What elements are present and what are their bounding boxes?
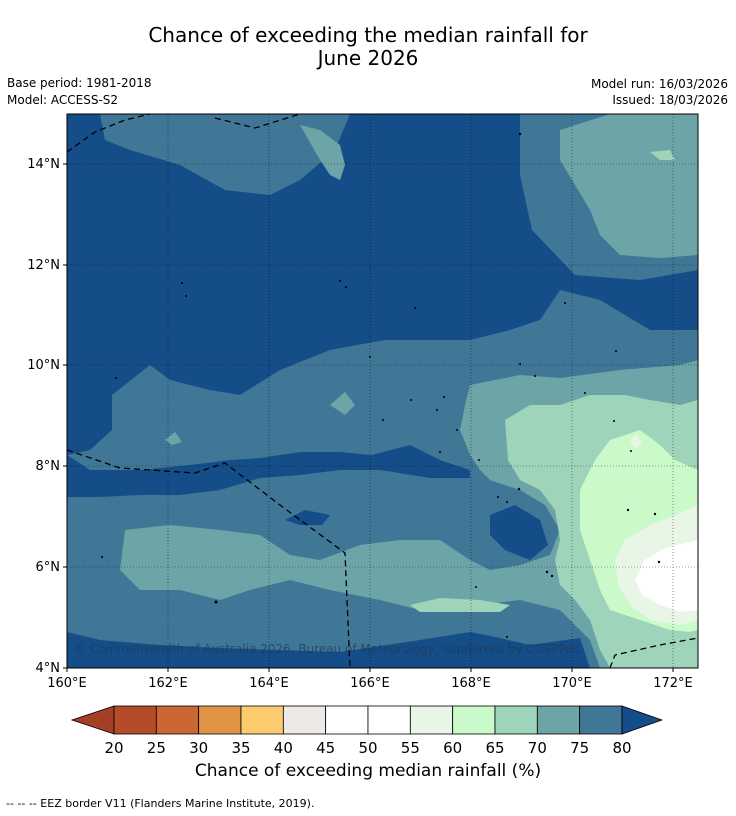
colorbar-swatch-70-75 — [536, 705, 581, 735]
y-tick-14n: 14°N — [27, 157, 60, 172]
x-tick-170e: 170°E — [552, 676, 592, 691]
issued-date: Issued: 18/03/2026 — [612, 93, 728, 107]
colorbar-swatch-40-45 — [282, 705, 327, 735]
colorbar-swatch-35-40 — [240, 705, 284, 735]
x-tick-160e: 160°E — [47, 676, 87, 691]
contour-70-75-west — [300, 125, 345, 180]
colorbar-swatch-30-35 — [198, 705, 242, 735]
colorbar-tick-80: 80 — [612, 739, 631, 757]
copyright-text: © Commonwealth of Australia 2026, Bureau… — [74, 642, 579, 656]
colorbar-tick-75: 75 — [570, 739, 589, 757]
y-tick-10n: 10°N — [27, 358, 60, 373]
colorbar-tick-40: 40 — [274, 739, 293, 757]
colorbar-swatch-60-65 — [452, 705, 496, 735]
axis-ticks — [63, 163, 674, 672]
contour-70-75-northeast — [560, 114, 698, 258]
map-title-line2: June 2026 — [317, 46, 419, 70]
colorbar-swatch-25-30 — [155, 705, 200, 735]
colorbar-extend-low — [70, 705, 115, 735]
x-tick-166e: 166°E — [350, 676, 390, 691]
contour-65-70-ne-dot — [650, 150, 675, 160]
contour-65-70-south-strip — [410, 598, 510, 612]
colorbar-tick-20: 20 — [104, 739, 123, 757]
map-title-line1: Chance of exceeding the median rainfall … — [148, 23, 588, 47]
contour-above-80-north — [67, 114, 698, 455]
contour-55-60-dot — [630, 434, 642, 449]
base-period: Base period: 1981-2018 — [7, 76, 152, 90]
graticule — [67, 114, 698, 668]
eez-borders — [67, 114, 698, 668]
x-tick-168e: 168°E — [451, 676, 491, 691]
colorbar-tick-35: 35 — [231, 739, 250, 757]
model-run: Model run: 16/03/2026 — [590, 77, 728, 91]
eez-footnote: -- -- -- EEZ border V11 (Flanders Marine… — [6, 797, 315, 810]
colorbar-swatch-55-60 — [409, 705, 454, 735]
colorbar-label: Chance of exceeding median rainfall (%) — [194, 761, 542, 781]
colorbar: 20 25 30 35 40 45 50 55 60 65 70 75 80 — [70, 705, 664, 757]
colorbar-swatch-20-25 — [113, 705, 157, 735]
contour-70-75-small — [330, 392, 355, 415]
colorbar-swatch-45-50 — [325, 705, 369, 735]
colorbar-swatch-50-55 — [367, 705, 411, 735]
contour-70-75-small-2 — [165, 432, 182, 445]
colorbar-swatch-75-80 — [579, 705, 623, 735]
colorbar-tick-30: 30 — [189, 739, 208, 757]
model-name: Model: ACCESS-S2 — [7, 93, 119, 107]
colorbar-tick-70: 70 — [528, 739, 547, 757]
colorbar-tick-25: 25 — [147, 739, 166, 757]
colorbar-tick-60: 60 — [443, 739, 462, 757]
colorbar-tick-55: 55 — [401, 739, 420, 757]
contour-above-80-south — [67, 632, 590, 668]
y-tick-6n: 6°N — [36, 560, 61, 575]
contour-75-80-top-patch — [100, 114, 350, 195]
contour-layer: © Commonwealth of Australia 2026, Bureau… — [67, 114, 698, 668]
y-tick-8n: 8°N — [36, 459, 61, 474]
x-tick-164e: 164°E — [249, 676, 289, 691]
colorbar-swatch-65-70 — [494, 705, 538, 735]
colorbar-tick-45: 45 — [316, 739, 335, 757]
islands — [101, 132, 661, 638]
map-frame — [66, 113, 699, 669]
y-tick-12n: 12°N — [27, 258, 60, 273]
x-tick-172e: 172°E — [653, 676, 693, 691]
colorbar-tick-65: 65 — [485, 739, 504, 757]
colorbar-extend-high — [621, 705, 664, 735]
contour-above-80-mid-blob — [285, 510, 330, 525]
colorbar-tick-50: 50 — [358, 739, 377, 757]
contour-above-80-east-blob — [490, 505, 548, 560]
y-tick-4n: 4°N — [36, 661, 61, 676]
contour-45-55 — [635, 540, 698, 612]
x-tick-162e: 162°E — [148, 676, 188, 691]
